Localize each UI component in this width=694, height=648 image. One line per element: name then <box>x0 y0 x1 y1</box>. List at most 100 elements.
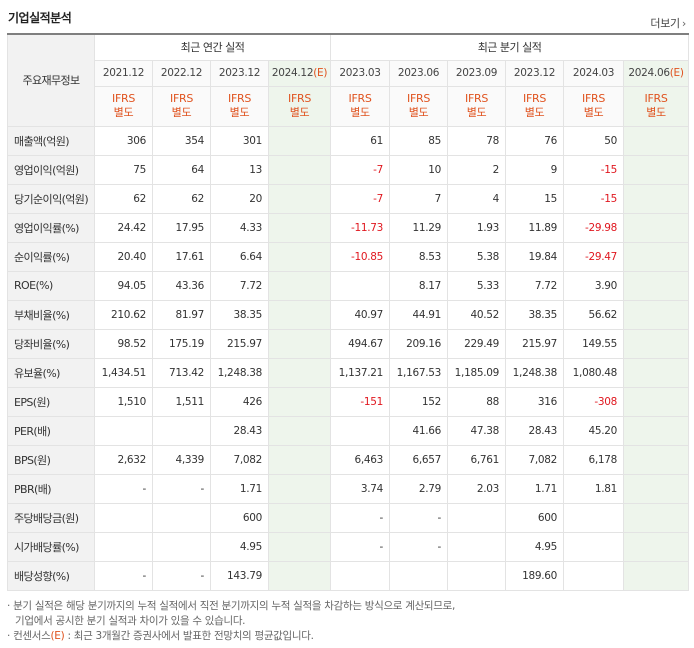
table-cell: 1,248.38 <box>210 357 269 388</box>
corner-header: 주요재무정보 <box>7 33 95 127</box>
table-cell: 78 <box>447 125 507 156</box>
table-cell: 24.42 <box>94 212 153 243</box>
table-cell: 1,137.21 <box>330 357 391 388</box>
table-cell <box>267 328 332 359</box>
separate-line: 별도 <box>171 106 192 119</box>
ifrs-standard-label: IFRS 별도 <box>505 85 565 127</box>
table-cell: - <box>389 531 449 562</box>
section-header: 기업실적분석 더보기 › <box>0 0 694 32</box>
table-cell <box>94 502 153 533</box>
table-cell: -151 <box>330 386 391 417</box>
table-cell: 19.84 <box>505 241 565 272</box>
table-cell: - <box>330 531 391 562</box>
table-cell: 3.90 <box>563 270 625 301</box>
row-label: 당기순이익(억원) <box>7 183 95 214</box>
table-cell: 316 <box>505 386 565 417</box>
table-cell: 6,178 <box>563 444 625 475</box>
ifrs-line: IFRS <box>348 92 372 105</box>
period-header: 2023.09 <box>447 59 507 87</box>
table-cell: 9 <box>505 154 565 185</box>
footnote-2-mark: (E) <box>50 630 65 642</box>
table-cell: 8.17 <box>389 270 449 301</box>
period-label: 2023.12 <box>218 67 261 79</box>
ifrs-standard-label: IFRS 별도 <box>623 85 690 127</box>
table-cell: 600 <box>505 502 565 533</box>
row-label: 배당성향(%) <box>7 560 95 591</box>
table-cell: 1,167.53 <box>389 357 449 388</box>
table-cell: 50 <box>563 125 625 156</box>
table-cell: 4,339 <box>152 444 211 475</box>
footnote-1: · 분기 실적은 해당 분기까지의 누적 실적에서 직전 분기까지의 누적 실적… <box>7 600 456 612</box>
table-cell: 1.71 <box>505 473 565 504</box>
table-cell: 4.95 <box>210 531 269 562</box>
period-header: 2023.12 <box>210 59 269 87</box>
table-cell <box>563 531 625 562</box>
table-cell: 88 <box>447 386 507 417</box>
table-row: 순이익률(%) 20.40 17.61 6.64 -10.85 8.53 5.38 19.84… <box>7 241 690 272</box>
ifrs-standard-label: IFRS 별도 <box>330 85 391 127</box>
table-cell: 7,082 <box>210 444 269 475</box>
table-cell: -15 <box>563 183 625 214</box>
period-header: 2023.06 <box>389 59 449 87</box>
table-cell: -308 <box>563 386 625 417</box>
separate-line: 별도 <box>646 106 666 119</box>
table-cell <box>267 531 332 562</box>
table-row: EPS(원) 1,510 1,511 426 -151 152 88 316 -308 <box>7 386 690 417</box>
chevron-right-icon: › <box>681 17 686 30</box>
ifrs-standard-label: IFRS 별도 <box>152 85 211 127</box>
table-cell <box>623 299 690 330</box>
table-cell: 215.97 <box>210 328 269 359</box>
table-cell <box>267 357 332 388</box>
table-cell <box>623 444 690 475</box>
footnote-2-rest: : 최근 3개월간 증권사에서 발표한 전망치의 평균값입니다. <box>64 630 314 642</box>
table-cell: - <box>389 502 449 533</box>
table-cell: 1.71 <box>210 473 269 504</box>
estimate-mark: (E) <box>669 67 684 79</box>
table-cell: 15 <box>505 183 565 214</box>
annual-group-header: 최근 연간 실적 <box>93 33 332 61</box>
table-cell <box>563 560 625 591</box>
table-cell: 94.05 <box>94 270 153 301</box>
table-cell <box>623 386 690 417</box>
more-label: 더보기 <box>650 17 680 30</box>
table-cell: 6,761 <box>447 444 507 475</box>
row-label: 영업이익(억원) <box>7 154 95 185</box>
row-label: EPS(원) <box>7 386 95 417</box>
table-cell: 17.95 <box>152 212 211 243</box>
table-cell <box>267 270 332 301</box>
row-label: 당좌비율(%) <box>7 328 95 359</box>
table-cell <box>152 502 211 533</box>
more-link[interactable]: 더보기 › <box>650 15 686 31</box>
row-label: 순이익률(%) <box>7 241 95 272</box>
table-cell <box>447 531 507 562</box>
table-cell: 7 <box>389 183 449 214</box>
table-cell: 5.38 <box>447 241 507 272</box>
table-cell <box>267 241 332 272</box>
separate-line: 별도 <box>229 106 250 119</box>
period-label: 2024.06 <box>628 67 670 79</box>
table-cell <box>623 212 690 243</box>
footnotes: · 분기 실적은 해당 분기까지의 누적 실적에서 직전 분기까지의 누적 실적… <box>7 599 687 644</box>
separate-line: 별도 <box>289 106 310 119</box>
table-cell <box>330 560 391 591</box>
table-cell: 38.35 <box>210 299 269 330</box>
table-cell: 56.62 <box>563 299 625 330</box>
table-cell: 81.97 <box>152 299 211 330</box>
table-cell: 1.93 <box>447 212 507 243</box>
ifrs-line: IFRS <box>644 92 668 105</box>
table-cell: 6.64 <box>210 241 269 272</box>
table-cell: 209.16 <box>389 328 449 359</box>
section-title: 기업실적분석 <box>8 11 72 25</box>
table-cell: 1,248.38 <box>505 357 565 388</box>
period-header: 2023.12 <box>505 59 565 87</box>
table-cell: 215.97 <box>505 328 565 359</box>
table-cell: 1,434.51 <box>94 357 153 388</box>
table-cell: 494.67 <box>330 328 391 359</box>
table-row: 유보율(%) 1,434.51 713.42 1,248.38 1,137.21 1,16… <box>7 357 690 388</box>
table-cell: 28.43 <box>505 415 565 446</box>
footnote-2-prefix: · 컨센서스 <box>7 630 51 642</box>
table-cell <box>267 386 332 417</box>
table-cell <box>152 531 211 562</box>
ifrs-standard-label: IFRS 별도 <box>94 85 153 127</box>
table-cell: 43.36 <box>152 270 211 301</box>
